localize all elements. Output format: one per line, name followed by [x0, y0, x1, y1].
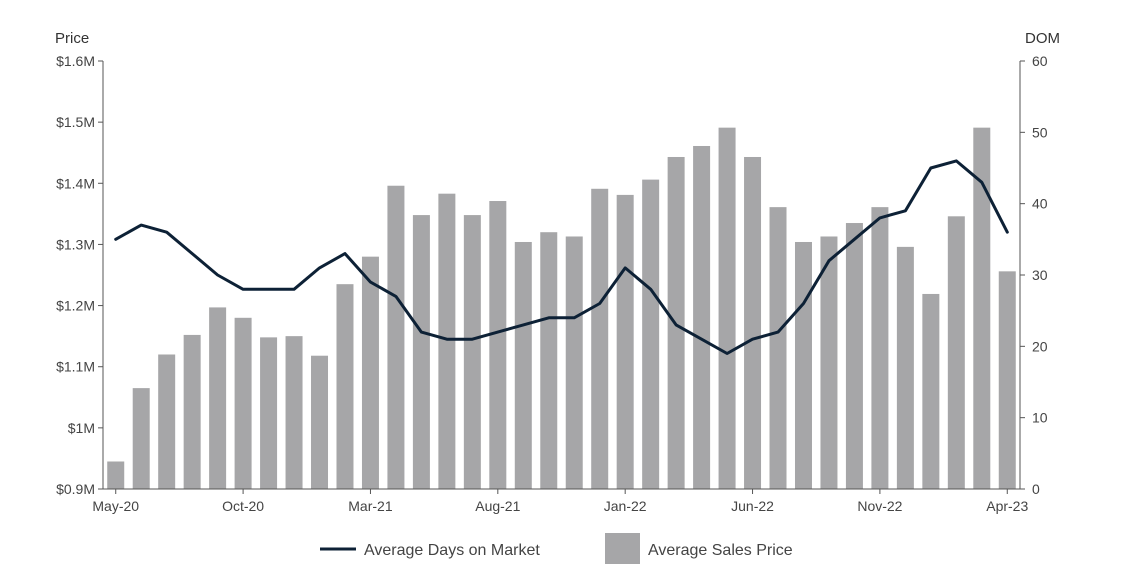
left-tick-label: $1.1M: [56, 359, 95, 375]
x-tick-label: Aug-21: [475, 498, 520, 514]
left-tick-label: $0.9M: [56, 481, 95, 497]
price-bar: [616, 194, 634, 489]
price-bar: [438, 193, 456, 489]
price-bar: [209, 307, 227, 489]
right-tick-label: 40: [1032, 196, 1048, 212]
price-bar: [896, 246, 914, 489]
x-tick-label: Jan-22: [604, 498, 647, 514]
price-bar: [871, 207, 889, 490]
x-tick-label: Mar-21: [348, 498, 393, 514]
x-tick-label: Apr-23: [986, 498, 1028, 514]
dom-line: [114, 159, 1009, 355]
right-tick-label: 10: [1032, 410, 1048, 426]
legend-label-dom: Average Days on Market: [364, 542, 540, 559]
price-bar: [412, 215, 430, 489]
legend-label-price: Average Sales Price: [648, 542, 793, 559]
price-bar: [158, 354, 176, 489]
price-bar: [540, 232, 558, 489]
price-bar: [998, 271, 1016, 489]
price-bar: [260, 337, 278, 489]
right-tick-label: 30: [1032, 267, 1048, 283]
price-bar: [183, 334, 201, 489]
x-tick-label: Jun-22: [731, 498, 774, 514]
left-tick-label: $1.2M: [56, 298, 95, 314]
price-bar: [947, 216, 965, 489]
price-bar: [820, 236, 838, 489]
right-tick-label: 60: [1032, 53, 1048, 69]
left-tick-label: $1M: [68, 420, 95, 436]
x-tick-label: Nov-22: [857, 498, 902, 514]
left-tick-label: $1.4M: [56, 175, 95, 191]
price-bar: [234, 317, 252, 489]
price-bar: [794, 241, 812, 489]
price-bar: [514, 241, 532, 489]
price-bar: [361, 256, 379, 489]
price-bar: [718, 127, 736, 489]
price-bar: [489, 201, 507, 489]
right-axis: 0 10 20 30 40 50 60: [1019, 53, 1048, 497]
price-bar: [311, 355, 329, 489]
right-tick-label: 20: [1032, 338, 1048, 354]
x-tick-label: May-20: [92, 498, 139, 514]
legend: Average Days on Market Average Sales Pri…: [320, 533, 793, 564]
price-bar: [336, 284, 354, 489]
price-bar: [132, 388, 150, 489]
price-bar: [565, 236, 583, 489]
right-axis-title: DOM: [1025, 30, 1060, 47]
price-bar: [769, 207, 787, 490]
price-bar: [463, 215, 481, 489]
left-axis: $0.9M $1M $1.1M $1.2M $1.3M $1.4M $1.5M $1.6M: [56, 53, 104, 497]
legend-bar-swatch: [605, 533, 640, 564]
left-tick-label: $1.6M: [56, 53, 95, 69]
right-tick-label: 50: [1032, 124, 1048, 140]
price-bar: [387, 185, 405, 489]
price-bar: [591, 188, 609, 489]
left-axis-title: Price: [55, 30, 89, 47]
x-tick-label: Oct-20: [222, 498, 264, 514]
price-bars: [107, 127, 1016, 490]
right-tick-label: 0: [1032, 481, 1040, 497]
left-tick-label: $1.3M: [56, 236, 95, 252]
left-tick-label: $1.5M: [56, 114, 95, 130]
x-axis: May-20 Oct-20 Mar-21 Aug-21 Jan-22 Jun-22 Nov-…: [92, 488, 1028, 514]
dom-series-line: [114, 159, 1009, 355]
price-bar: [642, 179, 660, 490]
price-bar: [107, 461, 125, 489]
price-bar: [845, 223, 863, 489]
price-bar: [922, 293, 940, 489]
price-bar: [973, 127, 991, 489]
price-bar: [693, 145, 711, 489]
price-bar: [285, 336, 303, 489]
price-bar: [744, 156, 762, 489]
